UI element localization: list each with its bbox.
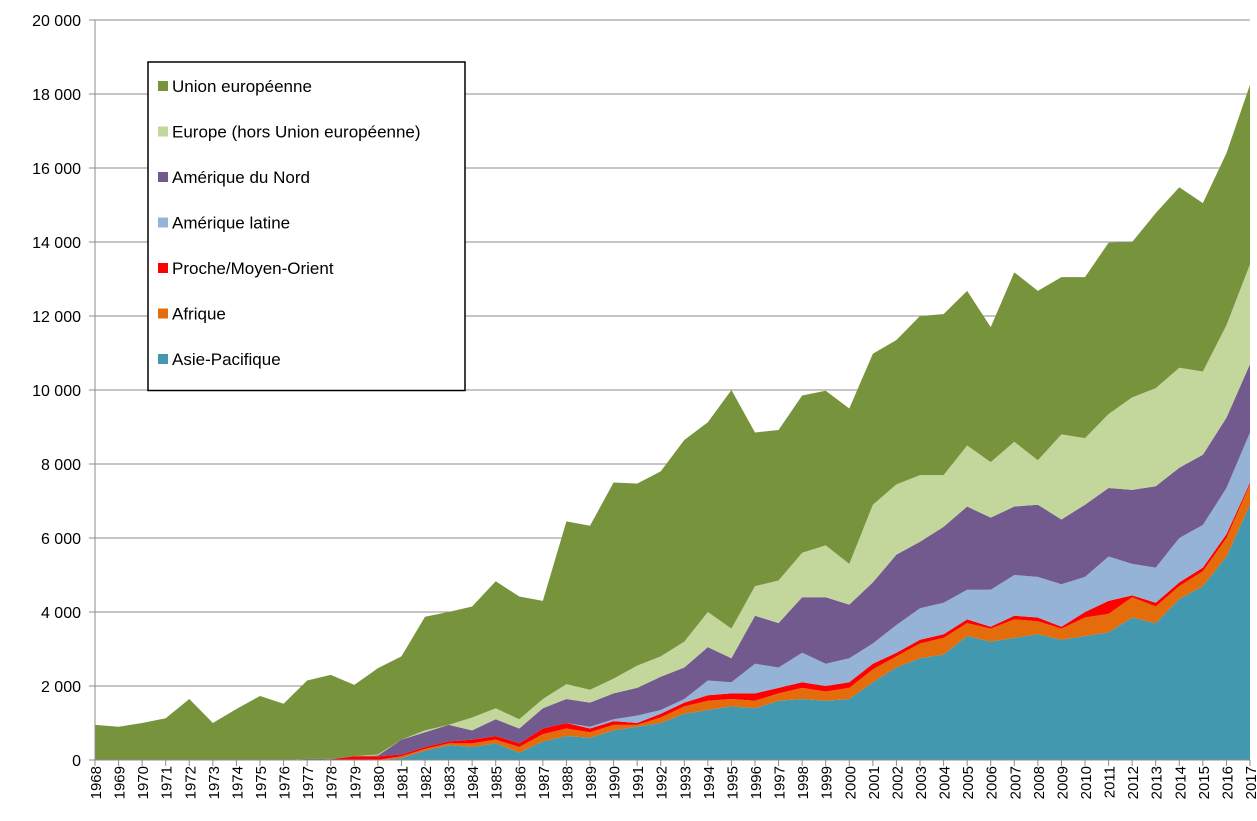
y-tick-label: 10 000 (32, 383, 81, 400)
x-tick-label: 1999 (819, 766, 836, 799)
x-tick-label: 2011 (1102, 766, 1119, 798)
x-tick-label: 2015 (1196, 766, 1213, 799)
x-tick-label: 1971 (159, 766, 176, 799)
x-tick-label: 2009 (1054, 766, 1071, 799)
x-tick-label: 1973 (206, 766, 223, 799)
area (95, 484, 1250, 760)
x-tick-label: 1979 (347, 766, 364, 799)
x-tick-label: 2010 (1078, 766, 1095, 799)
legend-label: Europe (hors Union européenne) (172, 123, 421, 142)
x-tick-label: 1986 (512, 766, 529, 799)
x-tick-label: 2002 (889, 766, 906, 799)
x-tick-label: 1974 (229, 766, 246, 799)
x-tick-label: 1975 (253, 766, 270, 799)
legend: Union européenne Europe (hors Union europ… (147, 61, 466, 392)
y-tick-label: 2 000 (41, 679, 81, 696)
x-tick-label: 1989 (583, 766, 600, 799)
y-tick-label: 12 000 (32, 309, 81, 326)
y-tick-label: 14 000 (32, 235, 81, 252)
x-tick-label: 1976 (277, 766, 294, 799)
x-tick-label: 1998 (795, 766, 812, 799)
y-tick-label: 20 000 (32, 13, 81, 30)
x-tick-label: 2005 (960, 766, 977, 799)
legend-swatch (158, 172, 168, 182)
x-tick-label: 2007 (1007, 766, 1024, 799)
y-tick-label: 6 000 (41, 531, 81, 548)
x-tick-label: 1993 (677, 766, 694, 799)
legend-label: Union européenne (172, 77, 312, 96)
area (95, 504, 1250, 760)
legend-label: Afrique (172, 305, 226, 324)
x-tick-label: 2003 (913, 766, 930, 799)
x-tick-label: 1994 (701, 766, 718, 799)
x-tick-label: 2006 (984, 766, 1001, 799)
x-tick-label: 2008 (1031, 766, 1048, 799)
y-tick-label: 0 (72, 753, 81, 770)
y-tick-label: 8 000 (41, 457, 81, 474)
x-tick-label: 1982 (418, 766, 435, 799)
x-tick-label: 1980 (371, 766, 388, 799)
x-tick-label: 1978 (324, 766, 341, 799)
x-tick-label: 1969 (112, 766, 129, 799)
y-tick-label: 4 000 (41, 605, 81, 622)
legend-label: Proche/Moyen-Orient (172, 259, 334, 278)
x-tick-label: 1987 (536, 766, 553, 799)
y-tick-label: 16 000 (32, 161, 81, 178)
area (95, 84, 1250, 760)
x-tick-label: 1968 (88, 766, 105, 799)
x-tick-label: 1977 (300, 766, 317, 799)
x-tick-label: 2016 (1219, 766, 1236, 799)
legend-swatch (158, 217, 168, 228)
legend-label: Amérique latine (172, 214, 290, 233)
x-tick-label: 2000 (842, 766, 859, 799)
legend-swatch (158, 126, 168, 137)
x-tick-label: 1983 (442, 766, 459, 799)
x-tick-label: 1985 (489, 766, 506, 799)
x-tick-label: 2012 (1125, 766, 1142, 799)
x-tick-label: 2001 (866, 766, 883, 799)
legend-swatch (158, 263, 168, 273)
legend-label: Amérique du Nord (172, 168, 310, 187)
x-tick-label: 2014 (1172, 766, 1189, 799)
y-tick-label: 18 000 (32, 87, 81, 104)
x-tick-label: 1997 (772, 766, 789, 799)
x-tick-label: 1991 (630, 766, 647, 799)
legend-swatch (158, 81, 168, 91)
x-tick-label: 1996 (748, 766, 765, 799)
x-tick-label: 1992 (654, 766, 671, 799)
legend-swatch (158, 354, 168, 364)
x-tick-label: 1972 (182, 766, 199, 799)
legend-label: Asie-Pacifique (172, 350, 281, 369)
x-tick-label: 1995 (724, 766, 741, 799)
area (95, 432, 1250, 760)
x-tick-label: 2013 (1149, 766, 1166, 799)
area (95, 364, 1250, 760)
x-tick-label: 1984 (465, 766, 482, 799)
x-tick-label: 1990 (607, 766, 624, 799)
x-tick-label: 1988 (559, 766, 576, 799)
area (95, 264, 1250, 760)
legend-swatch (158, 308, 168, 319)
x-tick-label: 1981 (394, 766, 411, 799)
x-tick-label: 2017 (1243, 766, 1257, 799)
x-tick-label: 2004 (937, 766, 954, 799)
legend-box (147, 61, 466, 392)
x-tick-label: 1970 (135, 766, 152, 799)
